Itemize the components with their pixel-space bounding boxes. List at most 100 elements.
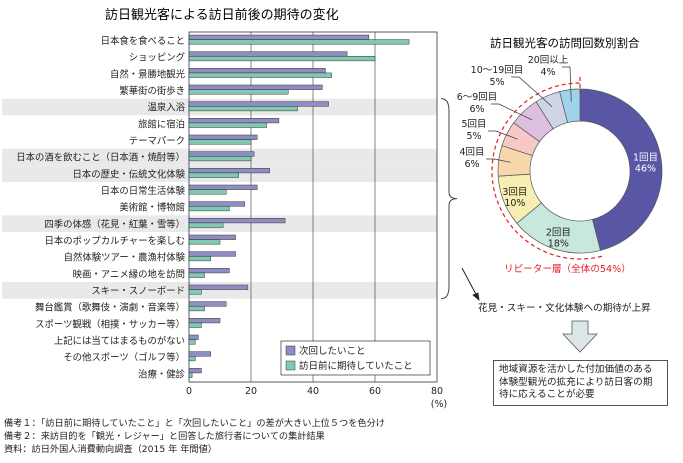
bar-expected-before [188,122,267,128]
bar-expected-before [188,322,202,328]
note-2: 備考２：来訪目的を「観光・レジャー」と回答した旅行者についての集計結果 [4,431,325,442]
down-arrow-icon [562,320,598,353]
pie-label: 1回目 [633,153,658,164]
bar-expected-before [188,56,376,62]
category-label: 舞台鑑賞（歌舞伎・演劇・音楽等） [35,302,185,314]
pie-chart-title: 訪日観光客の訪問回数別割合 [490,36,640,50]
category-label: 温泉入浴 [147,102,185,114]
bar-expected-before [188,139,252,145]
category-label: 映画・アニメ縁の地を訪問 [73,268,185,280]
bar-next-visit [188,284,249,290]
bar-next-visit [188,184,258,190]
conclusion-line: 待に応えることが必要 [499,389,595,400]
category-label: 日本の歴史・伝統文化体験 [72,168,185,180]
pie-slice [579,88,663,251]
pie-leader-line [488,130,518,140]
bar-expected-before [188,172,239,178]
bar-next-visit [188,201,246,207]
bar-next-visit [188,151,255,157]
x-axis-unit: (%) [431,399,447,410]
bar-next-visit [188,368,202,374]
pie-label: 10～19回目 [471,65,524,76]
pie-label: 6～9回目 [457,92,498,103]
category-label: 治療・健診 [138,368,186,380]
brace-shape [440,98,458,300]
pie-label: 2回目 [546,228,571,239]
bar-expected-before [188,272,205,278]
pie-value: 5% [489,77,504,88]
legend-swatch-expected-before [285,360,296,371]
bar-next-visit [188,301,227,307]
bar-expected-before [188,356,196,362]
bar-expected-before [188,72,332,78]
x-tick-label: 20 [245,386,257,397]
legend-swatch-next-visit [285,345,296,356]
category-label: スポーツ観戦（相撲・サッカー等） [35,318,185,330]
pie-value: 4% [540,67,555,78]
conclusion-line: 地域資源を活かした付加価値のある [499,364,653,375]
pie-label: 3回目 [502,187,527,198]
bar-expected-before [188,206,230,212]
bar-next-visit [188,351,211,357]
pie-value: 6% [464,159,479,170]
category-label: その他スポーツ（ゴルフ等） [63,352,185,364]
repeater-dashed-arc [491,82,603,260]
category-label: 四季の体感（花見・紅葉・雪等） [44,218,185,230]
category-label: 日本の酒を飲むこと（日本酒・焼酎等） [16,152,185,164]
diagonal-arrow-head [472,292,480,301]
bar-expected-before [188,372,193,378]
bar-expected-before [188,339,196,345]
pie-value: 5% [466,131,481,142]
category-label: 日本食を食べること [101,35,185,47]
category-label: 旅館に宿泊 [138,118,185,130]
bar-next-visit [188,118,280,124]
bar-expected-before [188,106,298,112]
bar-next-visit [188,101,329,107]
category-label: 自然体験ツアー・農漁村体験 [64,252,186,264]
bar-expected-before [188,256,211,262]
pie-value: 46% [635,164,656,175]
legend-label-next-visit: 次回したいこと [299,345,366,357]
category-label: 日本のポップカルチャーを楽しむ [44,235,185,247]
legend-box [280,340,431,376]
highlight-band [2,282,437,299]
bar-next-visit [188,318,221,324]
x-tick-label: 60 [369,386,381,397]
flow-arrows: 花見・スキー・文化体験への期待が上昇 [461,267,651,353]
bar-next-visit [188,134,258,140]
category-label: テーマパーク [129,136,185,147]
pie-value: 10% [504,198,525,209]
category-label: ショッピング [129,52,185,64]
legend-label-expected-before: 訪日前に期待していたこと [299,360,413,372]
pie-leader-line [491,103,533,121]
bar-next-visit [188,34,370,40]
bar-expected-before [188,39,410,45]
category-label: 自然・景勝地観光 [110,68,185,80]
highlight-brace [440,98,458,300]
pie-value: 6% [469,104,484,115]
bar-next-visit [188,68,326,74]
pie-leader-line [486,158,511,163]
arrow-text: 花見・スキー・文化体験への期待が上昇 [478,302,651,314]
bar-expected-before [188,306,205,312]
repeater-label: リピーター層（全体の54%） [504,263,631,275]
bar-expected-before [188,189,227,195]
x-tick-label: 80 [431,386,443,397]
pie-value: 18% [548,239,569,250]
category-label: 日本の日常生活体験 [101,185,186,197]
bar-next-visit [188,51,348,57]
bar-next-visit [188,168,270,174]
bar-next-visit [188,218,286,224]
bar-expected-before [188,89,289,95]
bar-expected-before [188,156,252,162]
pie-label: 20回以上 [528,55,569,66]
x-tick-label: 40 [307,386,319,397]
category-label: 繁華街の街歩き [119,85,185,97]
bar-next-visit [188,251,236,257]
bar-next-visit [188,234,236,240]
conclusion-box: 地域資源を活かした付加価値のある 体験型観光の拡充により訪日客の期 待に応えるこ… [493,360,668,406]
pie-leader-line [511,76,553,108]
